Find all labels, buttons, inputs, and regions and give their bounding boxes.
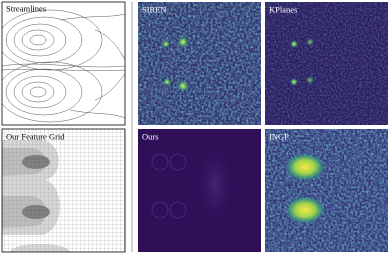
panel-frame: [1, 1, 126, 126]
panel-label: SIREN: [142, 4, 167, 14]
ingp-panel: [265, 129, 388, 252]
panel-label: KPlanes: [269, 4, 297, 14]
panel-label: Streamlines: [6, 3, 46, 13]
panel-label: Ours: [142, 131, 159, 141]
siren-panel: [138, 2, 261, 125]
streamlines-panel: [2, 2, 125, 125]
panel-label: Our Feature Grid: [6, 131, 65, 141]
panel-frame: [1, 128, 126, 253]
ours-panel: [138, 129, 261, 252]
kplanes-panel: [265, 2, 388, 125]
feature-grid-panel: [2, 129, 125, 252]
panel-label: INGP: [269, 131, 289, 141]
